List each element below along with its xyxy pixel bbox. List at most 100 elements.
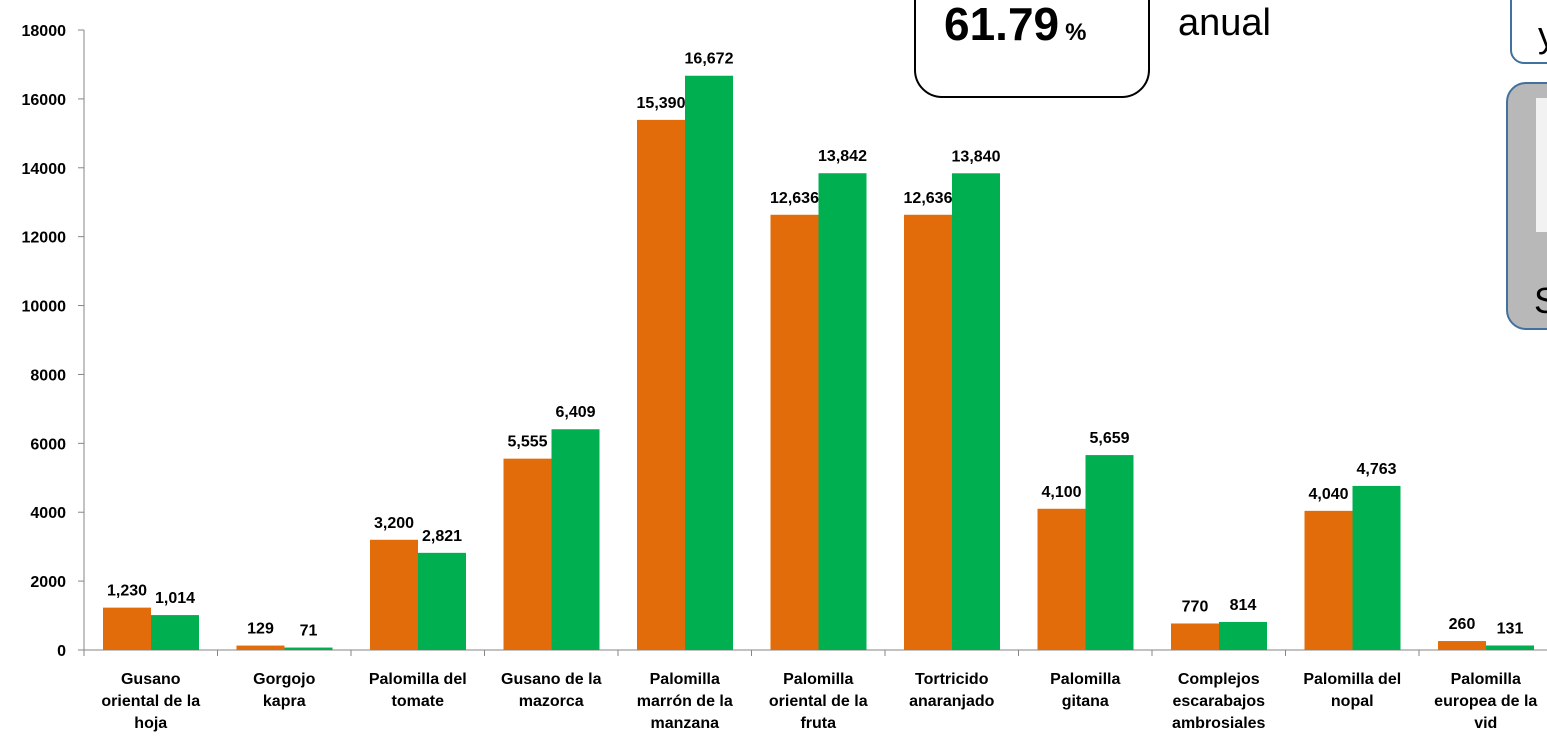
category-label-line: Palomilla del bbox=[369, 671, 467, 688]
data-label: 4,100 bbox=[1041, 484, 1081, 501]
data-label: 6,409 bbox=[555, 404, 595, 421]
category-label: Gusano oriental de la hoja bbox=[101, 671, 200, 732]
data-label: 131 bbox=[1497, 620, 1524, 637]
data-label: 71 bbox=[300, 623, 318, 640]
bar-series-1 bbox=[770, 214, 819, 650]
side-panel-inner bbox=[1536, 98, 1547, 232]
bars bbox=[103, 75, 1534, 651]
category-label-line: Tortricido bbox=[915, 671, 989, 688]
category-label-line: tomate bbox=[392, 693, 445, 710]
data-label: 13,840 bbox=[952, 148, 1001, 165]
y-tick-label: 14000 bbox=[22, 161, 67, 178]
data-label: 1,014 bbox=[155, 590, 195, 607]
growth-value: 61.79 bbox=[944, 0, 1060, 50]
bar-series-2 bbox=[418, 552, 466, 650]
category-label-line: fruta bbox=[800, 715, 836, 732]
bar-series-1 bbox=[637, 119, 685, 650]
y-axis: 0 2000 4000 6000 8000 10000 12000 14000 16000 180… bbox=[22, 23, 85, 660]
category-label-line: Gusano de la bbox=[501, 671, 602, 688]
category-label: Palomilla del tomate bbox=[369, 671, 467, 710]
bar-series-1 bbox=[503, 458, 552, 650]
category-label-line: oriental de la bbox=[101, 693, 200, 710]
growth-callout-box bbox=[914, 0, 1150, 98]
category-label-line: Palomilla bbox=[783, 671, 853, 688]
category-label: Palomilla del nopal bbox=[1303, 671, 1401, 710]
data-label: 260 bbox=[1449, 616, 1476, 633]
category-label-line: anaranjado bbox=[909, 693, 995, 710]
data-label: 15,390 bbox=[637, 95, 686, 112]
category-label-line: marrón de la bbox=[637, 693, 733, 710]
data-label: 814 bbox=[1230, 597, 1257, 614]
category-label: Palomilla gitana bbox=[1050, 671, 1120, 710]
growth-unit: % bbox=[1065, 19, 1087, 46]
bar-series-1 bbox=[1171, 623, 1219, 650]
bar-series-2 bbox=[818, 173, 867, 650]
data-label: 12,636 bbox=[904, 190, 953, 207]
bar-series-1 bbox=[103, 607, 151, 650]
data-label: 1,230 bbox=[107, 583, 147, 600]
data-label: 129 bbox=[247, 621, 274, 638]
data-label: 13,842 bbox=[818, 148, 867, 165]
y-tick-label: 18000 bbox=[22, 23, 67, 40]
bar-series-2 bbox=[685, 75, 733, 650]
side-panel-bottom-text: S bbox=[1534, 280, 1547, 321]
growth-callout-value: 61.79% bbox=[944, 0, 1144, 51]
bar-series-1 bbox=[1304, 510, 1353, 650]
category-label-line: kapra bbox=[263, 693, 306, 710]
data-label: 3,200 bbox=[374, 515, 414, 532]
bar-series-2 bbox=[952, 173, 1000, 651]
category-label-line: Palomilla bbox=[1050, 671, 1120, 688]
data-label: 4,763 bbox=[1356, 461, 1396, 478]
bar-series-2 bbox=[1352, 485, 1401, 650]
data-label: 770 bbox=[1182, 598, 1209, 615]
y-tick-label: 8000 bbox=[30, 367, 66, 384]
category-label-line: Palomilla bbox=[650, 671, 720, 688]
category-label: Palomilla europea de la vid bbox=[1434, 671, 1537, 732]
y-tick-label: 16000 bbox=[22, 92, 67, 109]
bar-series-2 bbox=[1219, 621, 1267, 650]
side-panel-top-text: y bbox=[1538, 14, 1547, 55]
data-labels: 1,230 1,014 129 71 3,200 2,821 5,555 6,409 15,39… bbox=[107, 51, 1523, 640]
category-labels: Gusano oriental de la hoja Gorgojo kapra Palo… bbox=[101, 671, 1537, 732]
category-label: Tortricido anaranjado bbox=[909, 671, 995, 710]
category-label-line: oriental de la bbox=[769, 693, 868, 710]
y-tick-label: 2000 bbox=[30, 574, 66, 591]
category-label: Gorgojo kapra bbox=[253, 671, 315, 710]
category-label: Palomilla marrón de la manzana bbox=[637, 671, 733, 732]
side-panel-top bbox=[1510, 0, 1547, 64]
category-label-line: vid bbox=[1474, 715, 1497, 732]
y-tick-label: 6000 bbox=[30, 436, 66, 453]
category-label-line: escarabajos bbox=[1172, 693, 1265, 710]
data-label: 12,636 bbox=[770, 190, 819, 207]
bar-series-1 bbox=[370, 539, 418, 650]
category-label-line: manzana bbox=[651, 715, 720, 732]
category-label: Palomilla oriental de la fruta bbox=[769, 671, 868, 732]
y-tick-label: 12000 bbox=[22, 230, 67, 247]
category-label-line: Gorgojo bbox=[253, 671, 315, 688]
data-label: 5,659 bbox=[1089, 430, 1129, 447]
data-label: 2,821 bbox=[422, 528, 462, 545]
category-label-line: nopal bbox=[1331, 693, 1374, 710]
category-label-line: Palomilla del bbox=[1303, 671, 1401, 688]
category-label-line: ambrosiales bbox=[1172, 715, 1265, 732]
bar-series-2 bbox=[1085, 455, 1134, 650]
bar-series-1 bbox=[904, 214, 952, 650]
y-tick-label: 10000 bbox=[22, 299, 67, 316]
x-axis bbox=[83, 649, 1547, 656]
data-label: 4,040 bbox=[1308, 486, 1348, 503]
bar-series-2 bbox=[151, 615, 199, 650]
bar-series-1 bbox=[1438, 641, 1486, 650]
category-label: Gusano de la mazorca bbox=[501, 671, 602, 710]
bar-series-1 bbox=[1037, 508, 1086, 650]
bar-series-2 bbox=[1486, 645, 1534, 650]
category-label-line: gitana bbox=[1062, 693, 1109, 710]
bar-series-2 bbox=[284, 647, 333, 650]
y-tick-label: 4000 bbox=[30, 505, 66, 522]
category-label-line: Complejos bbox=[1178, 671, 1260, 688]
category-label: Complejos escarabajos ambrosiales bbox=[1172, 671, 1265, 732]
growth-callout-suffix: anual bbox=[1178, 2, 1271, 44]
data-label: 5,555 bbox=[507, 434, 547, 451]
category-label-line: mazorca bbox=[519, 693, 584, 710]
category-label-line: Palomilla bbox=[1451, 671, 1521, 688]
